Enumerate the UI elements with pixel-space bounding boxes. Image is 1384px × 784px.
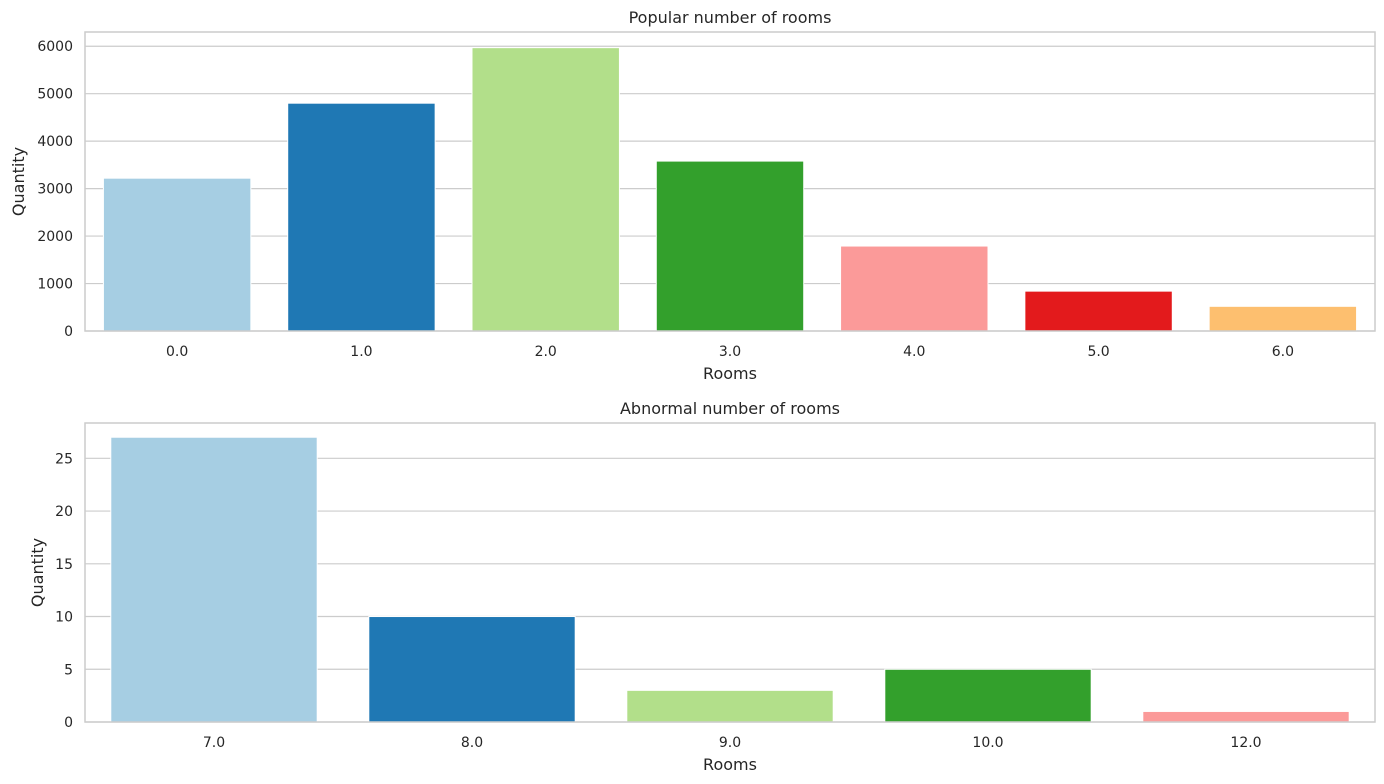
bar-9-0 (626, 689, 834, 723)
bar-6-0 (1208, 305, 1358, 332)
x-tick-label: 12.0 (1230, 735, 1261, 751)
x-tick-label: 5.0 (1087, 344, 1109, 360)
x-axis-label: Rooms (703, 755, 757, 774)
bar-7-0 (110, 436, 318, 723)
bar-4-0 (840, 245, 989, 332)
bar-3-0 (655, 160, 805, 332)
bar-12-0 (1142, 710, 1350, 723)
y-tick-label: 15 (55, 557, 73, 573)
y-tick-label: 20 (55, 504, 73, 520)
y-tick-labels: 0 1000 2000 3000 4000 5000 6000 (37, 39, 73, 340)
y-tick-label: 4000 (37, 134, 73, 150)
x-tick-label: 9.0 (719, 735, 741, 751)
x-tick-labels: 7.0 8.0 9.0 10.0 12.0 (203, 735, 1262, 751)
x-tick-labels: 0.0 1.0 2.0 3.0 4.0 5.0 6.0 (166, 344, 1294, 360)
y-tick-label: 1000 (37, 277, 73, 293)
plot-frame (84, 31, 1376, 332)
x-tick-label: 4.0 (903, 344, 925, 360)
chart-popular-rooms: 0 1000 2000 3000 4000 5000 6000 0.0 1.0 2.0 3.0 4.… (9, 8, 1376, 383)
y-tick-label: 2000 (37, 229, 73, 245)
chart-title: Popular number of rooms (629, 8, 832, 27)
x-tick-label: 0.0 (166, 344, 188, 360)
y-tick-label: 10 (55, 610, 73, 626)
y-tick-label: 5000 (37, 87, 73, 103)
y-tick-label: 25 (55, 451, 73, 467)
bar-0-0 (102, 177, 252, 332)
x-tick-label: 7.0 (203, 735, 225, 751)
plot-frame (84, 422, 1376, 723)
chart-title: Abnormal number of rooms (620, 399, 840, 418)
x-tick-label: 1.0 (350, 344, 372, 360)
x-tick-label: 10.0 (972, 735, 1003, 751)
x-axis-label: Rooms (703, 364, 757, 383)
bar-8-0 (368, 616, 576, 723)
chart-abnormal-rooms: 0 5 10 15 20 25 7.0 8.0 9.0 10.0 12.0 Abnormal nu… (28, 399, 1376, 774)
y-axis-label: Quantity (28, 538, 47, 607)
y-tick-label: 6000 (37, 39, 73, 55)
bar-5-0 (1024, 290, 1173, 332)
x-tick-label: 3.0 (719, 344, 741, 360)
x-tick-label: 6.0 (1272, 344, 1294, 360)
x-tick-label: 8.0 (461, 735, 483, 751)
x-tick-label: 2.0 (535, 344, 557, 360)
bars (110, 436, 1350, 723)
bar-1-0 (287, 102, 436, 332)
y-tick-labels: 0 5 10 15 20 25 (55, 451, 73, 731)
y-tick-label: 5 (64, 662, 73, 678)
y-tick-label: 0 (64, 715, 73, 731)
y-tick-label: 0 (64, 324, 73, 340)
bar-2-0 (471, 47, 620, 332)
y-tick-label: 3000 (37, 182, 73, 198)
bar-10-0 (884, 668, 1092, 723)
y-axis-label: Quantity (9, 147, 28, 216)
